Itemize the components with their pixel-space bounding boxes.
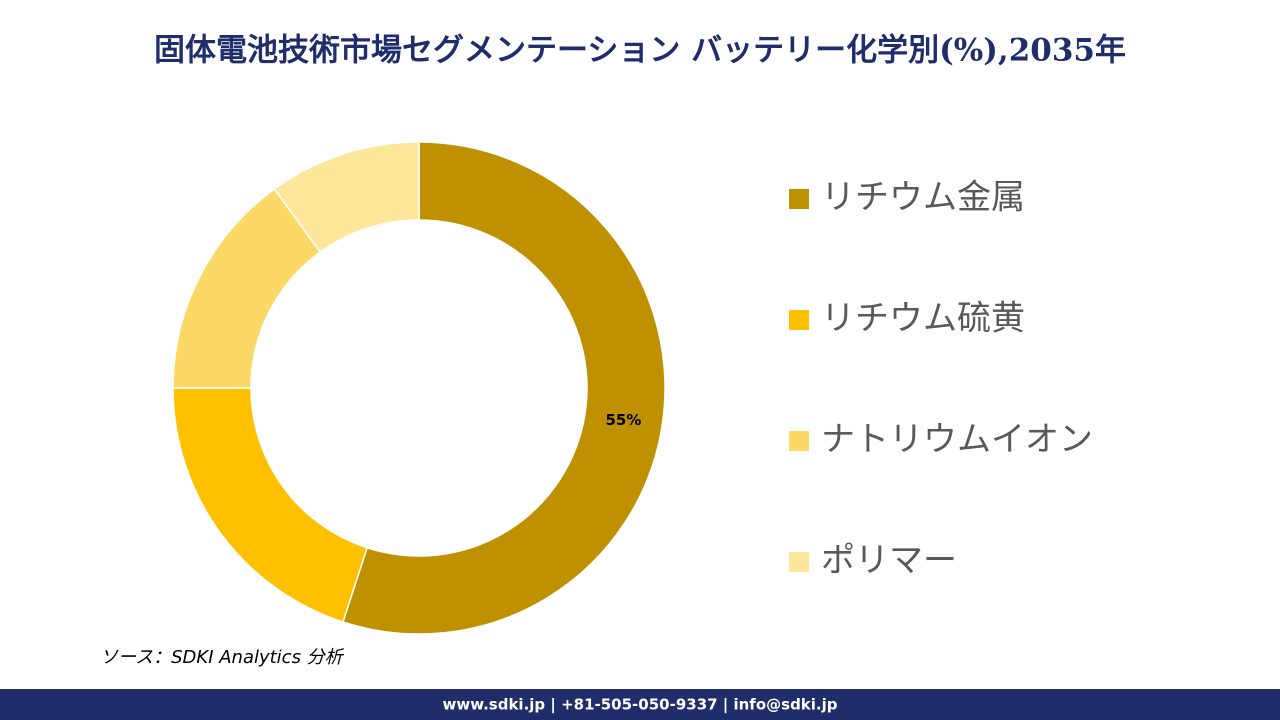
legend-label: ポリマー bbox=[821, 541, 957, 581]
source-note: ソース：SDKI Analytics 分析 bbox=[100, 647, 345, 668]
legend-swatch bbox=[789, 310, 809, 330]
footer-bar bbox=[0, 689, 1280, 720]
footer-text: www.sdki.jp | +81-505-050-9337 | info@sd… bbox=[442, 696, 837, 715]
legend-label: ナトリウムイオン bbox=[821, 420, 1093, 460]
donut-segment bbox=[342, 141, 666, 635]
donut-segment bbox=[172, 387, 369, 623]
chart-title: 固体電池技術市場セグメンテーション バッテリー化学別(%),2035年 bbox=[154, 33, 1126, 69]
donut-segment bbox=[273, 141, 420, 254]
legend-label: リチウム金属 bbox=[821, 178, 1025, 218]
legend-swatch bbox=[789, 189, 809, 209]
data-label: 55% bbox=[605, 411, 641, 429]
legend-swatch bbox=[789, 431, 809, 451]
legend-swatch bbox=[789, 552, 809, 572]
legend-label: リチウム硫黄 bbox=[821, 299, 1025, 339]
